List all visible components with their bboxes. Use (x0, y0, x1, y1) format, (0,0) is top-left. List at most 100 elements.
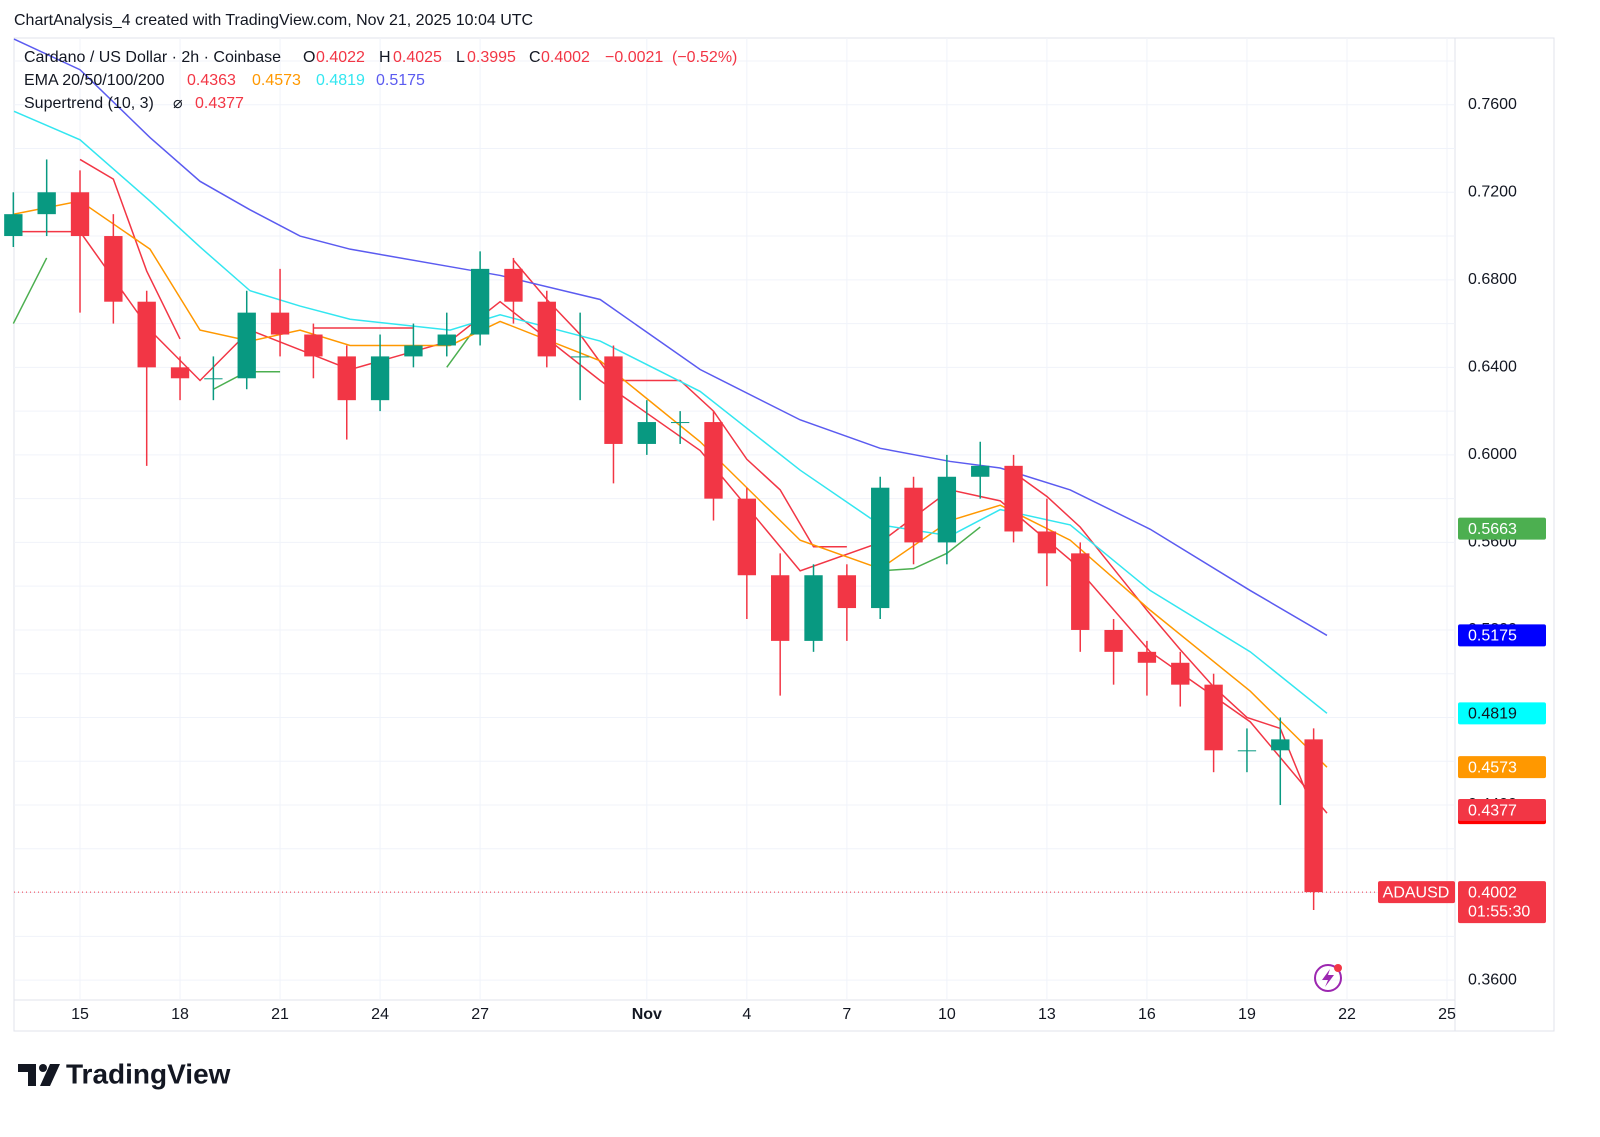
candle-body (4, 214, 23, 237)
candle-body (1004, 465, 1023, 532)
candle-body (937, 476, 957, 543)
plot (4, 38, 1455, 911)
symbol-title: Cardano / US Dollar · 2h · Coinbase (24, 49, 281, 66)
candle-body (1271, 739, 1290, 751)
frame (13, 37, 1555, 1032)
ema-value: 0.4573 (252, 72, 301, 89)
brand: TradingView (66, 1058, 231, 1089)
candle-body (104, 236, 123, 302)
ohlc-value: 0.4022 (316, 49, 365, 66)
grid (14, 38, 1455, 1000)
candle-body (1204, 684, 1223, 751)
ohlc-value: 0.4002 (541, 49, 590, 66)
x-tick-label: 4 (742, 1006, 751, 1023)
candle-body (37, 192, 56, 215)
x-tick-label: 21 (271, 1006, 289, 1023)
y-tick-label: 0.3600 (1468, 971, 1517, 988)
x-tick-label: 7 (842, 1006, 851, 1023)
candle-body (1137, 651, 1157, 663)
x-tick-label: 25 (1438, 1006, 1456, 1023)
candle-body (1071, 553, 1090, 630)
candle-body (604, 356, 623, 444)
y-tick-label: 0.7600 (1468, 96, 1517, 113)
candle-body (1037, 531, 1057, 554)
x-tick-label: 18 (171, 1006, 189, 1023)
y-tick-label: 0.6000 (1468, 446, 1517, 463)
countdown: 01:55:30 (1468, 903, 1530, 920)
legend: Cardano / US Dollar · 2h · Coinbase O 0.… (24, 49, 737, 112)
ohlc-label: O (303, 49, 315, 66)
x-tick-label: 27 (471, 1006, 489, 1023)
candle-body (204, 378, 223, 380)
candle-body (971, 465, 990, 477)
candle-body (237, 312, 256, 379)
candle-body (1104, 629, 1123, 652)
axes: 0.36000.40000.44000.48000.52000.56000.60… (71, 96, 1546, 1023)
y-tick-label: 0.6400 (1468, 359, 1517, 376)
change: −0.0021 (605, 49, 663, 66)
x-tick-label: 19 (1238, 1006, 1256, 1023)
y-tick-label: 0.6800 (1468, 271, 1517, 288)
ema-line (13, 38, 1328, 637)
supertrend-badge-bg (1458, 799, 1546, 822)
ema-value: 0.4819 (316, 72, 365, 89)
candle-body (837, 575, 857, 609)
ema-badge: 0.4573 (1468, 759, 1517, 776)
ema-badge-bg (1458, 624, 1546, 647)
x-tick-label: 13 (1038, 1006, 1056, 1023)
ohlc-label: C (529, 49, 541, 66)
ema-badge: 0.4819 (1468, 706, 1517, 723)
candle-body (370, 356, 390, 401)
ema-line (14, 230, 1328, 814)
ema-badge-bg (1458, 702, 1546, 725)
last-price-badge-bg (1458, 881, 1546, 924)
candle-body (470, 268, 490, 335)
candle-body (704, 422, 723, 499)
candle-body (771, 575, 790, 641)
ohlc-value: 0.3995 (467, 49, 516, 66)
candle-body (537, 301, 556, 357)
candle-body (137, 301, 156, 368)
candle-body (304, 334, 323, 357)
ema-value: 0.5175 (376, 72, 425, 89)
ohlc-label: H (379, 49, 391, 66)
supertrend-value: 0.4377 (195, 95, 244, 112)
candle-body (904, 487, 923, 543)
ema-badge-bg (1458, 756, 1546, 779)
candle-body (871, 487, 890, 609)
supertrend-down (79, 158, 1315, 811)
alert-icon[interactable] (1314, 964, 1342, 992)
candle-body (1237, 750, 1257, 752)
ema-line (13, 110, 1328, 714)
change-pct: (−0.52%) (672, 49, 737, 66)
candle-body (437, 334, 456, 346)
ohlc-value: 0.4025 (393, 49, 442, 66)
ema-line (13, 200, 1328, 768)
candle-body (270, 312, 290, 335)
candle-body (804, 575, 823, 641)
x-tick-label: Nov (632, 1006, 662, 1023)
brand-logo: TradingView (18, 1058, 231, 1089)
candle-body (670, 422, 690, 424)
supertrend-up-badge: 0.5663 (1468, 521, 1517, 538)
last-price-badge: 0.4002 (1468, 884, 1517, 901)
ohlc-label: L (456, 49, 465, 66)
x-tick-label: 22 (1338, 1006, 1356, 1023)
candle-body (737, 498, 757, 576)
x-tick-label: 15 (71, 1006, 89, 1023)
attribution: ChartAnalysis_4 created with TradingView… (14, 12, 533, 29)
x-tick-label: 10 (938, 1006, 956, 1023)
candle-body (337, 356, 356, 401)
ema-value: 0.4363 (187, 72, 236, 89)
supertrend-icon: ⌀ (173, 95, 183, 112)
x-tick-label: 16 (1138, 1006, 1156, 1023)
supertrend-title: Supertrend (10, 3) (24, 95, 154, 112)
ema-title: EMA 20/50/100/200 (24, 72, 165, 89)
symbol-badge-bg (1378, 881, 1455, 904)
supertrend-badge: 0.4377 (1468, 802, 1517, 819)
symbol-badge: ADAUSD (1383, 884, 1450, 901)
candle-body (1304, 739, 1323, 893)
candle-body (70, 192, 90, 237)
